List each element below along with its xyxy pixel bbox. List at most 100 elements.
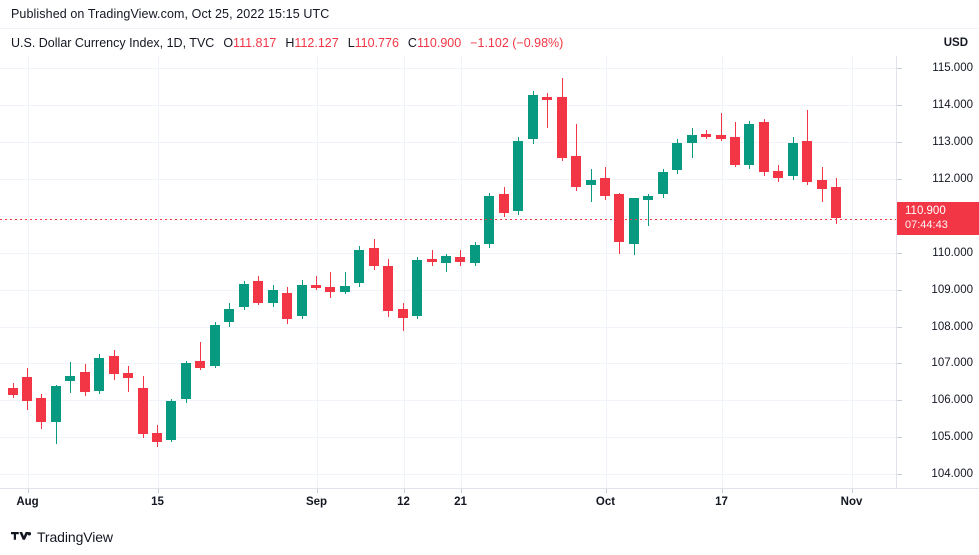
ohlc-open-value: 111.817 xyxy=(233,35,277,50)
candle-body[interactable] xyxy=(571,155,581,188)
last-price-line xyxy=(0,218,896,220)
price-tick-label: 106.000 xyxy=(931,393,973,406)
candle-body[interactable] xyxy=(181,363,191,400)
ohlc-close: C 110.900 xyxy=(408,36,461,50)
candle-body[interactable] xyxy=(759,122,769,173)
candle-body[interactable] xyxy=(542,96,552,101)
candle-body[interactable] xyxy=(744,124,754,165)
gridline-vertical xyxy=(157,56,159,488)
candle-body[interactable] xyxy=(297,284,307,317)
plot-area[interactable] xyxy=(0,56,896,488)
candle-wick xyxy=(721,113,722,141)
symbol-title[interactable]: U.S. Dollar Currency Index, 1D, TVC xyxy=(11,35,215,50)
candle-body[interactable] xyxy=(195,360,205,368)
candle-body[interactable] xyxy=(499,194,509,213)
gridline-horizontal xyxy=(0,215,896,217)
ohlc-values: O 111.817 H 112.127 L 110.776 C 110.900 −1.1… xyxy=(223,36,563,50)
ohlc-high-value: 112.127 xyxy=(294,35,339,50)
chart-surface: 115.000114.000113.000112.000111.000110.0… xyxy=(0,56,979,555)
candle-body[interactable] xyxy=(166,401,176,440)
gridline-vertical xyxy=(27,56,29,488)
price-tick-label: 115.000 xyxy=(932,61,973,74)
candle-body[interactable] xyxy=(340,285,350,292)
candle-body[interactable] xyxy=(268,290,278,303)
candle-body[interactable] xyxy=(123,372,133,378)
candle-body[interactable] xyxy=(773,171,783,178)
candle-body[interactable] xyxy=(716,135,726,140)
footer-bar: TradingView xyxy=(0,518,979,555)
price-tick-label: 110.000 xyxy=(932,246,973,259)
price-tick-mark xyxy=(897,436,902,438)
candle-body[interactable] xyxy=(369,248,379,267)
candle-body[interactable] xyxy=(441,256,451,263)
candle-body[interactable] xyxy=(455,257,465,263)
ohlc-open: O 111.817 xyxy=(223,36,276,50)
candle-body[interactable] xyxy=(817,179,827,189)
candle-body[interactable] xyxy=(80,371,90,392)
gridline-horizontal xyxy=(0,362,896,364)
candle-body[interactable] xyxy=(383,265,393,311)
price-axis[interactable]: 115.000114.000113.000112.000111.000110.0… xyxy=(896,56,979,488)
candle-body[interactable] xyxy=(138,388,148,435)
candle-body[interactable] xyxy=(8,388,18,395)
time-tick-label: Sep xyxy=(305,496,328,508)
candle-body[interactable] xyxy=(427,259,437,263)
candle-body[interactable] xyxy=(109,355,119,374)
candle-body[interactable] xyxy=(730,137,740,165)
gridline-vertical xyxy=(721,56,723,488)
price-tick-label: 108.000 xyxy=(931,320,973,333)
candle-body[interactable] xyxy=(22,377,32,402)
price-tick-mark xyxy=(897,141,902,143)
time-axis[interactable]: Aug 15 Sep 12 21 Oct 17 Nov xyxy=(0,488,979,518)
candle-body[interactable] xyxy=(282,293,292,319)
candle-wick xyxy=(200,342,201,370)
candle-body[interactable] xyxy=(253,281,263,303)
tradingview-logo-text: TradingView xyxy=(37,528,113,545)
candle-body[interactable] xyxy=(687,135,697,143)
candle-body[interactable] xyxy=(51,386,61,423)
candle-body[interactable] xyxy=(484,196,494,245)
candle-body[interactable] xyxy=(643,196,653,200)
candle-body[interactable] xyxy=(354,249,364,284)
tradingview-logo: TradingView xyxy=(11,529,113,545)
candle-body[interactable] xyxy=(36,397,46,423)
candle-body[interactable] xyxy=(629,198,639,245)
candle-body[interactable] xyxy=(586,179,596,186)
time-tick-mark xyxy=(157,489,159,493)
time-tick-mark xyxy=(605,489,607,493)
candle-body[interactable] xyxy=(557,96,567,158)
gridline-vertical xyxy=(605,56,607,488)
last-price-badge[interactable]: 110.900 07:44:43 xyxy=(897,201,979,235)
candle-body[interactable] xyxy=(152,432,162,442)
candle-body[interactable] xyxy=(831,187,841,219)
candle-body[interactable] xyxy=(672,142,682,171)
candle-body[interactable] xyxy=(600,177,610,197)
candle-body[interactable] xyxy=(658,172,668,195)
candle-body[interactable] xyxy=(513,140,523,212)
price-tick-label: 104.000 xyxy=(931,467,973,480)
candle-body[interactable] xyxy=(701,133,711,138)
gridline-horizontal xyxy=(0,141,896,143)
candle-body[interactable] xyxy=(788,142,798,176)
gridline-horizontal xyxy=(0,178,896,180)
candle-body[interactable] xyxy=(470,245,480,263)
candle-body[interactable] xyxy=(528,94,538,140)
candle-body[interactable] xyxy=(65,376,75,381)
price-tick-label: 105.000 xyxy=(931,430,973,443)
candle-body[interactable] xyxy=(311,284,321,288)
candle-body[interactable] xyxy=(94,358,104,392)
candle-body[interactable] xyxy=(224,308,234,322)
price-tick-mark xyxy=(897,289,902,291)
candle-body[interactable] xyxy=(325,286,335,293)
candle-body[interactable] xyxy=(412,259,422,317)
candle-body[interactable] xyxy=(802,140,812,182)
candle-body[interactable] xyxy=(398,308,408,319)
gridline-horizontal xyxy=(0,289,896,291)
candle-body[interactable] xyxy=(614,194,624,243)
time-tick-mark xyxy=(316,489,318,493)
candle-body[interactable] xyxy=(210,324,220,367)
gridline-vertical xyxy=(851,56,853,488)
candle-wick xyxy=(591,168,592,202)
candle-body[interactable] xyxy=(239,284,249,308)
price-tick-label: 109.000 xyxy=(931,283,973,296)
